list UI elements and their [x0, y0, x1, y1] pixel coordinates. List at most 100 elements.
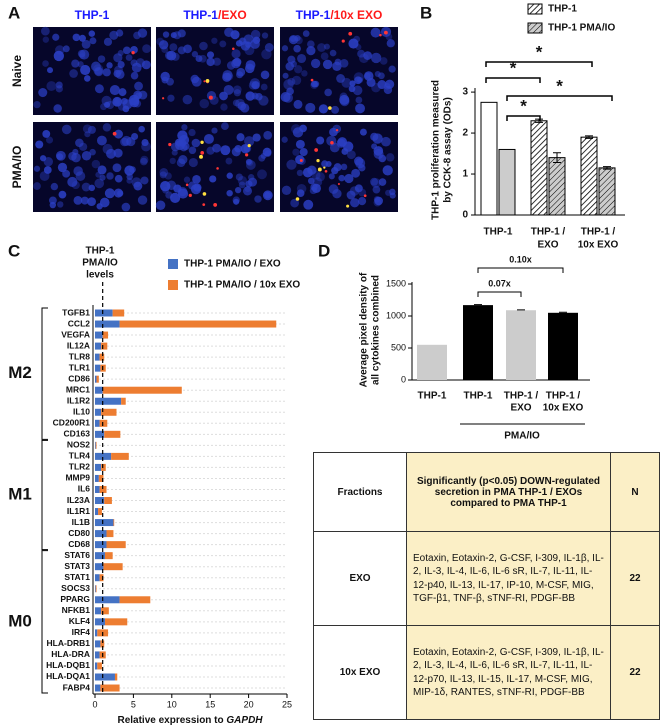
cell-nucleus: [159, 167, 169, 177]
table-cell: 10x EXO: [313, 625, 407, 720]
exosome-signal: [200, 140, 204, 144]
bar-segment: [95, 497, 105, 505]
cell-nucleus: [282, 72, 289, 79]
category-label: CD200R1: [53, 418, 91, 428]
cell-nucleus: [206, 57, 215, 67]
exosome-signal: [247, 143, 251, 148]
bar-segment: [95, 419, 100, 427]
bar-segment: [112, 309, 125, 317]
cell-nucleus: [316, 136, 325, 145]
cell-nucleus: [103, 37, 113, 46]
cell-nucleus: [363, 71, 374, 81]
cell-nucleus: [211, 127, 218, 134]
table-cell: Eotaxin, Eotaxin-2, G-CSF, I-309, IL-1β,…: [406, 531, 611, 626]
exosome-signal: [323, 166, 326, 169]
cell-nucleus: [191, 76, 202, 87]
cell-nucleus: [169, 43, 178, 52]
cell-nucleus: [296, 169, 304, 177]
category-label: MRC1: [66, 384, 90, 394]
category-label: IL10: [73, 407, 90, 417]
significance-bracket: [506, 95, 613, 101]
exosome-signal: [200, 151, 205, 155]
cell-nucleus: [310, 58, 321, 69]
bar: [548, 312, 578, 380]
group-label: M1: [8, 484, 32, 503]
cell-nucleus: [234, 186, 242, 194]
bar-segment: [95, 364, 101, 372]
cell-nucleus: [91, 61, 101, 72]
bar-segment: [99, 485, 107, 493]
exosome-signal: [335, 128, 339, 132]
cell-nucleus: [317, 43, 326, 52]
bar-segment: [95, 574, 100, 582]
bar-segment: [114, 673, 118, 681]
category-label: VEGFA: [61, 329, 90, 339]
cell-nucleus: [287, 55, 296, 64]
table-header: Fractions Significantly (p<0.05) DOWN-re…: [313, 452, 660, 532]
row-label: PMA/IO: [10, 146, 24, 189]
cell-nucleus: [104, 101, 111, 108]
cell-nucleus: [336, 74, 345, 83]
cell-nucleus: [94, 84, 104, 94]
cell-nucleus: [260, 70, 270, 80]
cell-nucleus: [244, 186, 251, 193]
bar-segment: [95, 331, 103, 339]
comparison-bracket: [477, 267, 564, 273]
y-tick-label: 1: [462, 169, 468, 180]
x-tick-label: 10x EXO: [543, 403, 584, 414]
table-cell: Eotaxin, Eotaxin-2, G-CSF, I-309, IL-1β,…: [406, 625, 611, 720]
cell-nucleus: [80, 64, 91, 76]
category-label: CD68: [68, 539, 90, 549]
exosome-signal: [112, 131, 117, 136]
category-label: TLR8: [69, 351, 91, 361]
cell-nucleus: [46, 81, 57, 91]
category-label: TGFB1: [62, 307, 90, 317]
cell-nucleus: [158, 40, 169, 50]
cell-nucleus: [131, 132, 139, 140]
cell-nucleus: [339, 59, 349, 68]
cell-nucleus: [140, 176, 149, 185]
bar-segment: [95, 640, 101, 648]
cell-nucleus: [80, 196, 89, 205]
cell-nucleus: [386, 39, 395, 48]
bar-segment: [95, 342, 102, 350]
panel-label: D: [318, 241, 330, 260]
table-cell: 22: [610, 531, 660, 626]
cell-nucleus: [240, 41, 251, 51]
bar-segment: [119, 320, 277, 328]
bar: [598, 167, 616, 216]
cell-nucleus: [261, 49, 272, 60]
bar-segment: [95, 397, 122, 405]
cell-nucleus: [315, 172, 325, 182]
cell-nucleus: [203, 133, 214, 144]
cell-nucleus: [302, 30, 310, 37]
category-label: TLR1: [69, 362, 91, 372]
cell-nucleus: [250, 39, 260, 49]
cell-nucleus: [249, 78, 261, 89]
cell-nucleus: [348, 38, 359, 49]
y-tick-label: 2: [462, 128, 468, 139]
micrograph: [155, 122, 274, 212]
cell-nucleus: [55, 81, 63, 89]
bar-segment: [97, 662, 102, 670]
legend-swatch: [168, 259, 178, 269]
cell-nucleus: [182, 94, 193, 105]
cell-nucleus: [212, 57, 222, 66]
cell-nucleus: [290, 198, 299, 208]
significance-bracket: [485, 77, 541, 83]
category-label: CD80: [68, 528, 90, 538]
cell-nucleus: [250, 29, 261, 40]
exosome-signal: [232, 47, 235, 50]
cell-nucleus: [62, 169, 71, 178]
y-tick-label: 0: [462, 210, 468, 221]
category-label: IL1B: [72, 517, 90, 527]
cell-nucleus: [87, 197, 96, 207]
cell-nucleus: [307, 40, 315, 49]
cell-nucleus: [292, 148, 300, 156]
cell-nucleus: [382, 165, 393, 176]
cell-nucleus: [354, 156, 364, 166]
cell-nucleus: [219, 40, 227, 48]
cell-nucleus: [283, 92, 293, 103]
cell-nucleus: [260, 152, 267, 159]
cell-nucleus: [264, 191, 271, 199]
